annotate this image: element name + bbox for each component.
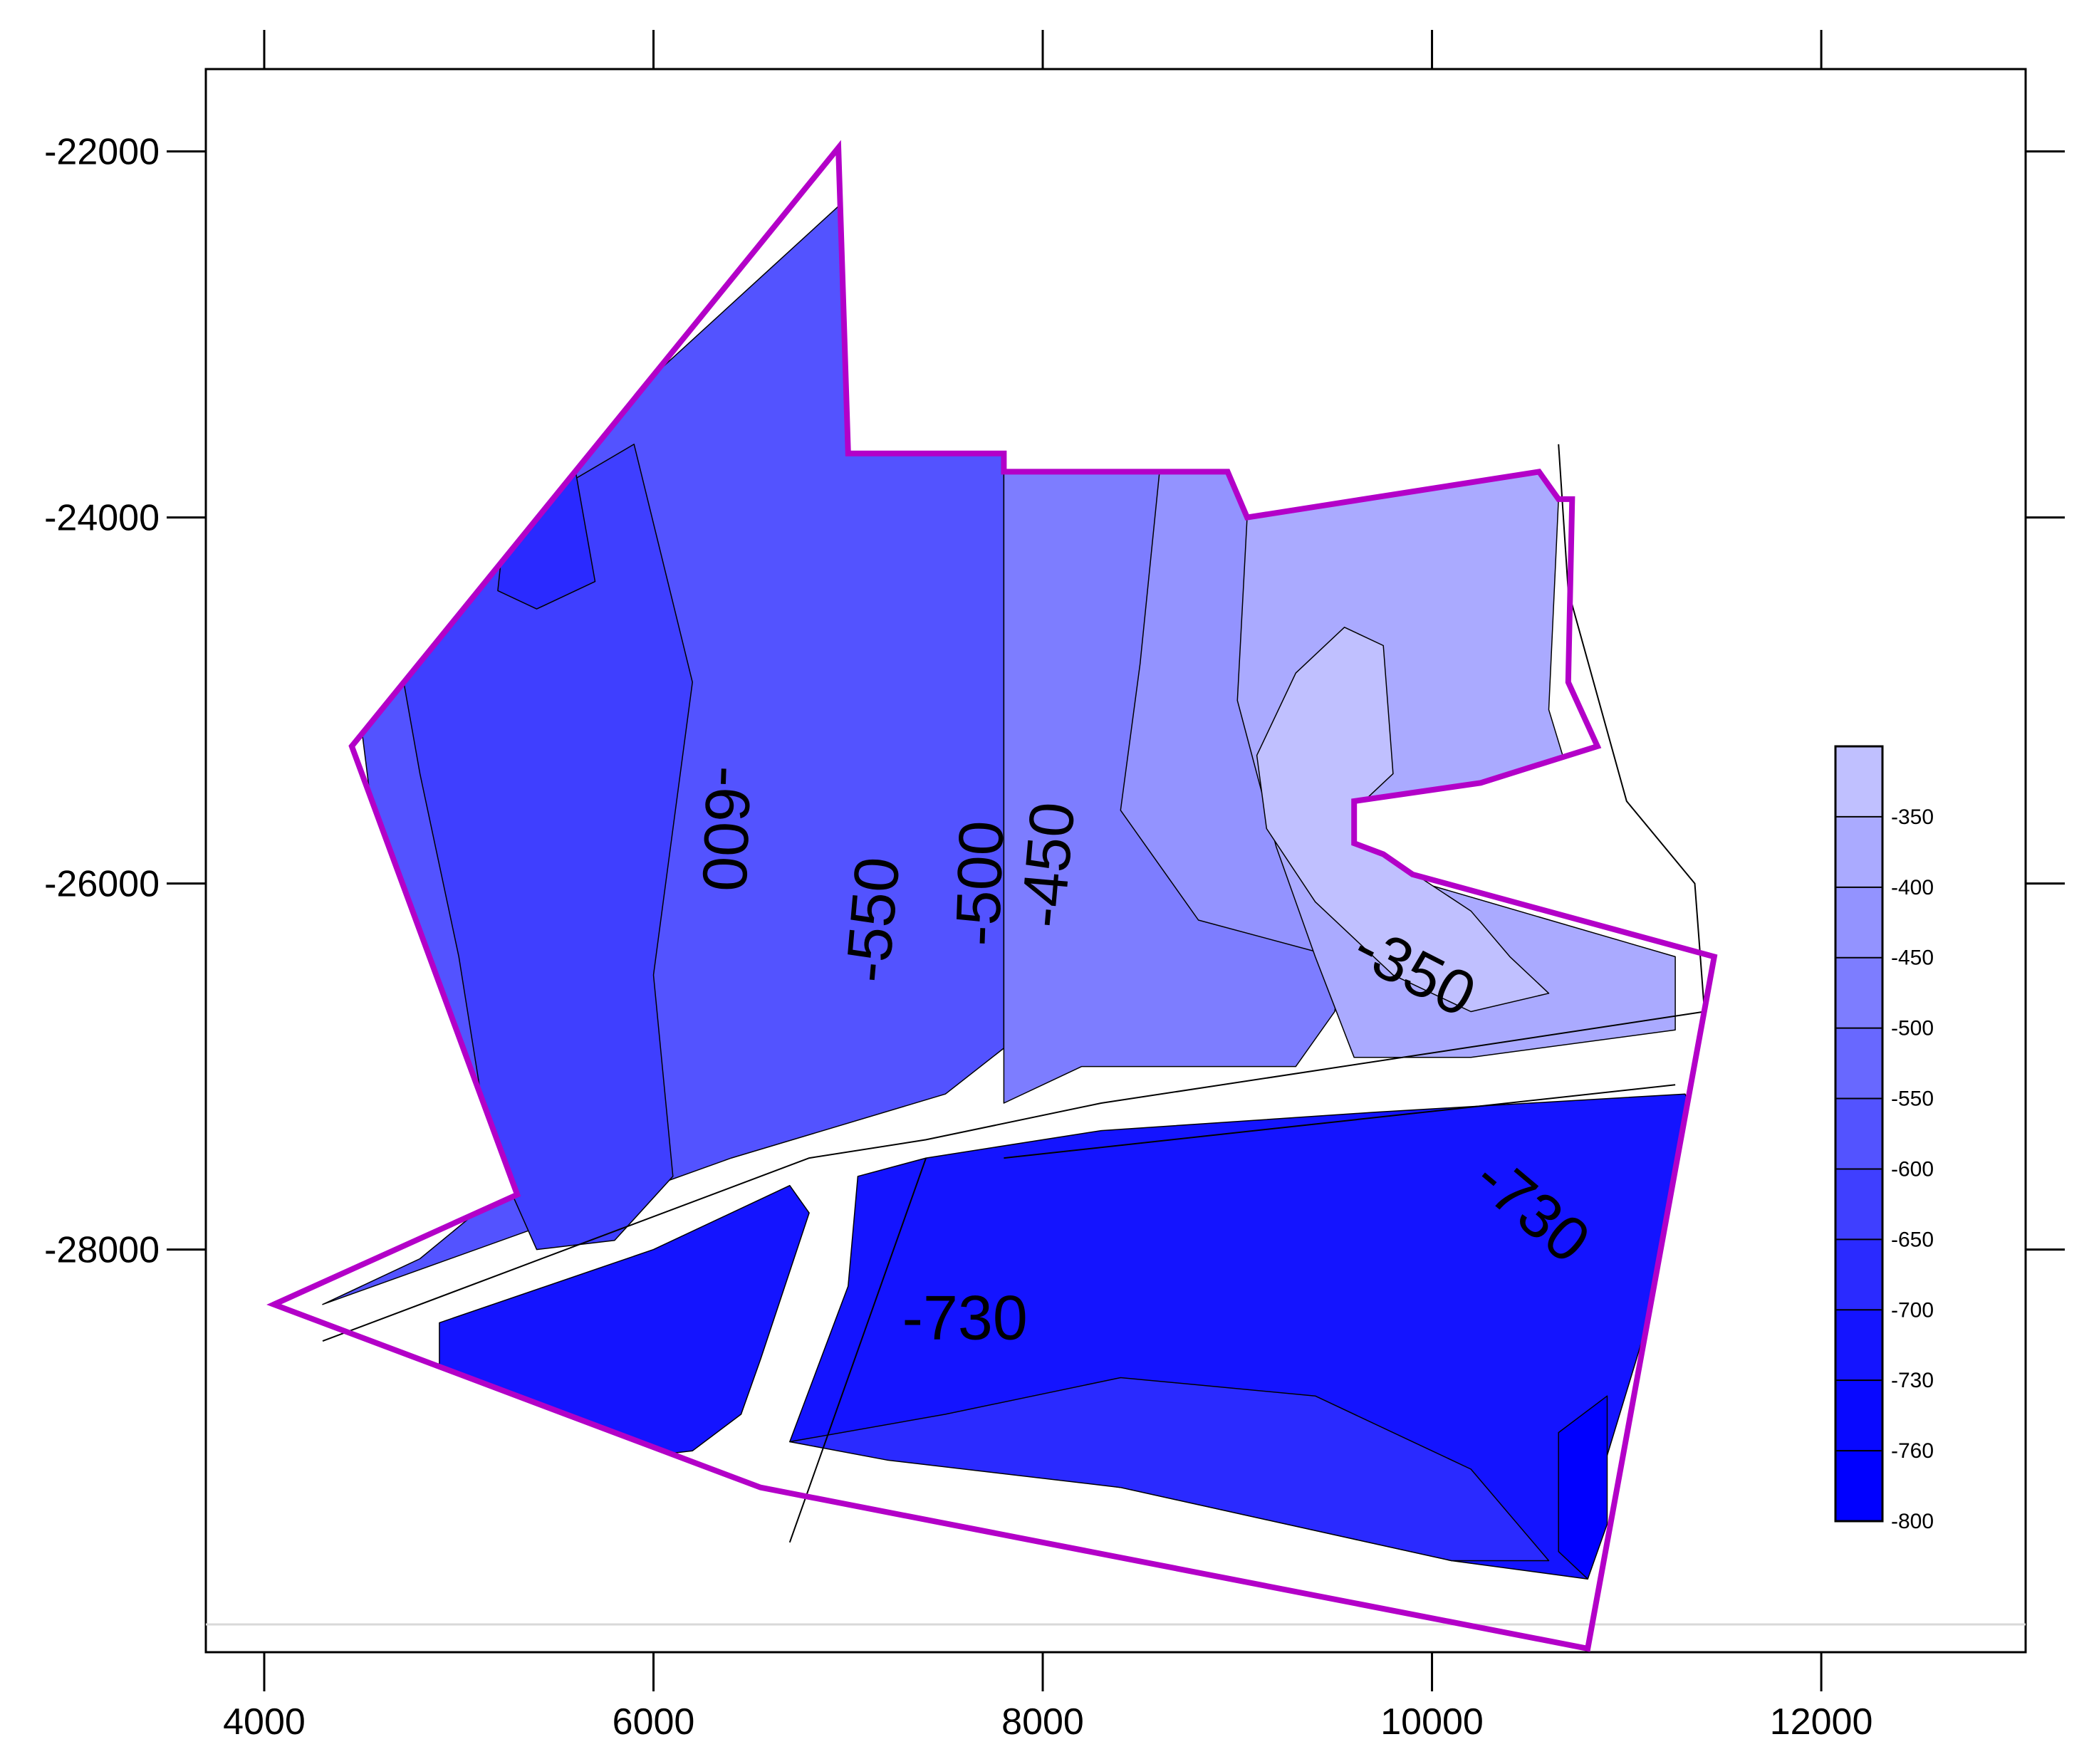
fault-line-1 bbox=[788, 1157, 927, 1543]
x-tick-label: 12000 bbox=[1770, 1701, 1873, 1743]
contour-label: -450 bbox=[1006, 799, 1088, 930]
colorbar-label: -500 bbox=[1891, 1017, 1934, 1040]
y-tick-label: -26000 bbox=[44, 864, 160, 905]
colorbar-swatch bbox=[1835, 816, 1882, 888]
x-tick-label: 8000 bbox=[1001, 1701, 1084, 1743]
fault-lines bbox=[322, 444, 1706, 1543]
plot-frame bbox=[204, 68, 2027, 1654]
colorbar-label: -800 bbox=[1891, 1510, 1934, 1533]
colorbar-label: -600 bbox=[1891, 1157, 1934, 1181]
x-tick-label: 6000 bbox=[613, 1701, 695, 1743]
boundary-polygon bbox=[266, 140, 1718, 1652]
x-tick-label: 4000 bbox=[223, 1701, 306, 1743]
colorbar-swatch bbox=[1835, 1239, 1882, 1310]
x-tick-label: 10000 bbox=[1380, 1701, 1484, 1743]
contour-label: -600 bbox=[689, 765, 764, 892]
colorbar-swatch bbox=[1835, 1169, 1882, 1240]
fault-line-2 bbox=[1558, 444, 1706, 1012]
region-south-east-deep bbox=[789, 1377, 1550, 1562]
colorbar-label: -450 bbox=[1891, 946, 1934, 970]
region-east-shallowest bbox=[1256, 627, 1550, 1013]
contour-label: -550 bbox=[832, 854, 913, 985]
colorbar-swatch bbox=[1835, 746, 1882, 818]
colorbar-swatch bbox=[1835, 957, 1882, 1029]
contour-label: -500 bbox=[942, 820, 1016, 947]
colorbar-label: -400 bbox=[1891, 876, 1934, 899]
boundary-outline bbox=[266, 140, 1718, 1652]
colorbar-swatch bbox=[1835, 1310, 1882, 1381]
y-tick-label: -24000 bbox=[44, 498, 160, 539]
filled-regions bbox=[322, 205, 1705, 1580]
colorbar-swatch bbox=[1835, 1028, 1882, 1100]
axis-ticks: 4000 6000 8000 10000 12000 -22000 -24000 -26000… bbox=[44, 30, 2065, 1743]
colorbar-swatch bbox=[1835, 887, 1882, 959]
region-west-deep-patch bbox=[400, 444, 693, 1251]
colorbar-swatch bbox=[1835, 1451, 1882, 1522]
colorbar-label: -760 bbox=[1891, 1439, 1934, 1463]
colorbar-label: -730 bbox=[1891, 1369, 1934, 1392]
colorbar-legend: -350 -400 -450 -500 -550 -600 -650 -700 -730 -760… bbox=[1834, 745, 1934, 1533]
colorbar-swatch bbox=[1835, 1098, 1882, 1169]
contour-label: -730 bbox=[902, 1283, 1028, 1353]
colorbar-label: -350 bbox=[1891, 805, 1934, 829]
colorbar-label: -650 bbox=[1891, 1228, 1934, 1251]
colorbar-label: -700 bbox=[1891, 1298, 1934, 1322]
colorbar-label: -550 bbox=[1891, 1087, 1934, 1111]
fault-line-0 bbox=[322, 1011, 1705, 1342]
y-tick-label: -28000 bbox=[44, 1230, 160, 1271]
colorbar-frame bbox=[1834, 745, 1884, 1523]
colorbar-swatch bbox=[1835, 1380, 1882, 1451]
y-tick-label: -22000 bbox=[44, 132, 160, 173]
region-south-east-deepest bbox=[1558, 1395, 1608, 1580]
fault-line-3 bbox=[1004, 1084, 1676, 1159]
